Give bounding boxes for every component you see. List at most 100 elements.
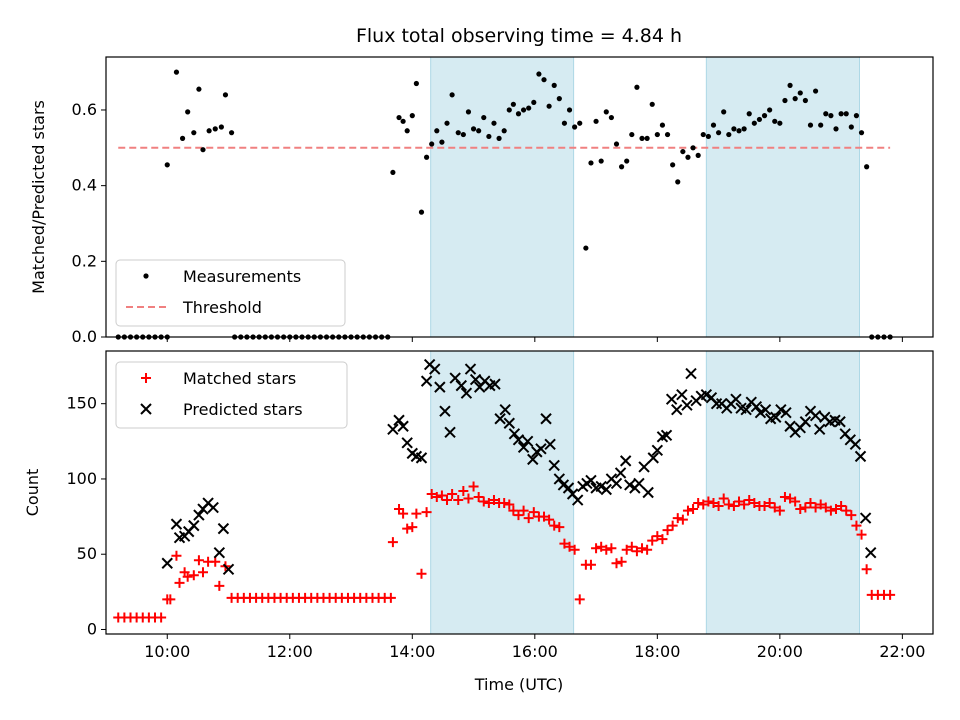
data-point bbox=[715, 130, 722, 136]
data-point bbox=[629, 131, 635, 138]
data-point bbox=[546, 103, 552, 109]
data-point bbox=[610, 477, 623, 490]
data-point bbox=[671, 403, 683, 416]
data-point bbox=[751, 120, 757, 126]
data-point bbox=[455, 130, 461, 136]
data-point bbox=[792, 96, 798, 102]
data-point bbox=[489, 378, 501, 390]
data-point bbox=[212, 126, 218, 132]
data-point bbox=[470, 126, 477, 132]
data-point bbox=[619, 455, 632, 467]
data-point bbox=[439, 139, 445, 145]
data-point bbox=[520, 107, 527, 113]
data-point bbox=[585, 474, 597, 487]
data-point bbox=[397, 420, 409, 432]
data-point bbox=[571, 494, 584, 506]
data-point bbox=[583, 245, 589, 251]
data-point bbox=[506, 107, 512, 113]
data-point bbox=[596, 541, 607, 552]
data-point bbox=[750, 400, 763, 413]
data-point bbox=[606, 543, 617, 554]
data-point bbox=[222, 92, 229, 98]
data-point bbox=[713, 501, 724, 512]
data-point bbox=[647, 452, 659, 464]
data-point bbox=[754, 407, 767, 419]
data-point bbox=[508, 505, 519, 516]
data-point bbox=[651, 444, 664, 457]
x-tick-label: 12:00 bbox=[267, 642, 313, 661]
data-point bbox=[885, 589, 896, 600]
shaded-interval bbox=[705, 350, 860, 635]
data-point bbox=[621, 544, 632, 555]
data-point bbox=[488, 495, 499, 506]
data-point bbox=[447, 489, 458, 500]
data-point bbox=[523, 513, 534, 524]
data-point bbox=[486, 133, 492, 140]
data-point bbox=[387, 423, 399, 435]
data-point bbox=[637, 543, 648, 554]
data-point bbox=[848, 124, 854, 130]
data-point bbox=[759, 501, 770, 512]
data-point bbox=[810, 502, 821, 513]
data-point bbox=[404, 128, 410, 134]
data-point bbox=[639, 135, 645, 141]
data-point bbox=[710, 122, 717, 128]
data-point bbox=[464, 363, 477, 375]
legend-box bbox=[115, 259, 346, 327]
data-point bbox=[574, 594, 585, 605]
data-point bbox=[228, 130, 235, 136]
y-axis-label: Count bbox=[23, 469, 42, 517]
data-point bbox=[851, 520, 862, 531]
data-point bbox=[508, 428, 521, 440]
data-point bbox=[165, 594, 176, 605]
data-point bbox=[858, 130, 865, 136]
data-point bbox=[728, 501, 739, 512]
data-point bbox=[214, 580, 225, 591]
x-tick-label: 20:00 bbox=[757, 642, 803, 661]
data-point bbox=[478, 496, 489, 507]
data-point bbox=[828, 113, 834, 119]
data-point bbox=[444, 426, 456, 438]
x-tick-label: 18:00 bbox=[634, 642, 680, 661]
data-point bbox=[544, 438, 556, 451]
data-point bbox=[693, 498, 704, 509]
data-point bbox=[624, 479, 636, 491]
data-point bbox=[665, 393, 678, 405]
data-point bbox=[513, 510, 524, 521]
data-point bbox=[638, 461, 650, 473]
data-point bbox=[682, 505, 693, 516]
chart-title: Flux total observing time = 4.84 h bbox=[356, 25, 682, 47]
data-point bbox=[200, 147, 206, 153]
data-point bbox=[191, 130, 197, 136]
data-point bbox=[820, 502, 831, 513]
data-point bbox=[759, 403, 772, 416]
data-point bbox=[723, 499, 734, 510]
legend-label: Measurements bbox=[183, 267, 301, 286]
data-point bbox=[143, 273, 149, 279]
data-point bbox=[775, 403, 787, 416]
data-point bbox=[185, 109, 191, 115]
data-point bbox=[770, 411, 782, 423]
data-point bbox=[557, 479, 570, 491]
data-point bbox=[736, 128, 742, 134]
data-point bbox=[744, 495, 755, 506]
data-point bbox=[790, 496, 801, 507]
shaded-interval bbox=[430, 56, 575, 338]
data-point bbox=[667, 520, 678, 531]
y-tick-label: 100 bbox=[66, 469, 97, 488]
data-point bbox=[812, 88, 819, 94]
data-point bbox=[544, 514, 555, 525]
data-point bbox=[708, 498, 719, 509]
data-point bbox=[681, 399, 693, 411]
data-point bbox=[726, 131, 732, 138]
data-point bbox=[420, 375, 433, 387]
data-point bbox=[196, 86, 202, 92]
data-point bbox=[468, 481, 479, 492]
data-point bbox=[564, 541, 575, 552]
x-tick-label: 16:00 bbox=[512, 642, 558, 661]
data-point bbox=[512, 434, 525, 446]
data-point bbox=[494, 413, 506, 425]
data-point bbox=[413, 80, 419, 87]
data-point bbox=[815, 499, 826, 510]
data-point bbox=[831, 504, 842, 515]
